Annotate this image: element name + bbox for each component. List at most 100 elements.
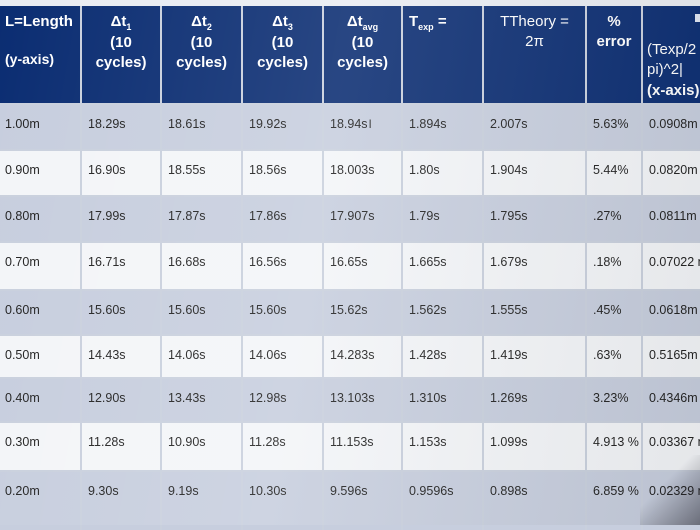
cell-tavg[interactable]: 14.283s (324, 336, 401, 377)
header-length-axis: (y-axis) (5, 51, 55, 68)
cell-ttheory[interactable]: 1.904s (484, 151, 585, 195)
cell-texp[interactable]: 1.894s (403, 105, 482, 149)
cell-length[interactable]: 0.70m (0, 243, 80, 289)
chevron-down-icon[interactable] (695, 14, 700, 22)
cell-texp[interactable]: 1.562s (403, 291, 482, 334)
header-t2[interactable]: Δt2 (10 cycles) (162, 6, 241, 103)
cell-t3[interactable]: 16.56s (243, 243, 322, 289)
cell-xaxis[interactable]: 0.4346m (643, 379, 700, 421)
cell-t2[interactable]: 17.87s (162, 197, 241, 241)
cell-t3[interactable]: 17.86s (243, 197, 322, 241)
cell-t3[interactable]: 12.98s (243, 379, 322, 421)
cell-length[interactable]: 0.20m (0, 472, 80, 530)
cell-t1[interactable]: 17.99s (82, 197, 160, 241)
cell-length[interactable]: 1.00m (0, 105, 80, 149)
data-table: L=Length (y-axis) Δt1 (10 cycles) Δt2 (1… (0, 6, 700, 530)
cell-error[interactable]: .45% (587, 291, 641, 334)
cell-error[interactable]: .18% (587, 243, 641, 289)
cell-texp[interactable]: 0.9596s (403, 472, 482, 530)
cell-t2[interactable]: 16.68s (162, 243, 241, 289)
cell-t1[interactable]: 9.30s (82, 472, 160, 530)
cell-t1[interactable]: 16.71s (82, 243, 160, 289)
header-t3-line3: cycles) (257, 54, 308, 72)
cell-error[interactable]: .27% (587, 197, 641, 241)
header-error-line2: error (596, 33, 632, 51)
cell-t2[interactable]: 9.19s (162, 472, 241, 530)
cell-t3[interactable]: 11.28s (243, 423, 322, 470)
cell-tavg[interactable]: 11.153s (324, 423, 401, 470)
cell-xaxis[interactable]: 0.03367 m (643, 423, 700, 470)
cell-ttheory[interactable]: 1.679s (484, 243, 585, 289)
cell-tavg[interactable]: 16.65s (324, 243, 401, 289)
cell-t3[interactable]: 18.56s (243, 151, 322, 195)
cell-t2[interactable]: 13.43s (162, 379, 241, 421)
header-t2-line3: cycles) (176, 54, 227, 72)
cell-texp[interactable]: 1.153s (403, 423, 482, 470)
cell-ttheory[interactable]: 1.555s (484, 291, 585, 334)
cell-error[interactable]: 4.913 % (587, 423, 641, 470)
cell-error[interactable]: 3.23% (587, 379, 641, 421)
cell-t1[interactable]: 11.28s (82, 423, 160, 470)
cell-t2[interactable]: 10.90s (162, 423, 241, 470)
cell-ttheory[interactable]: 0.898s (484, 472, 585, 530)
header-texp[interactable]: Texp = (403, 6, 482, 103)
cell-t3[interactable]: 10.30s (243, 472, 322, 530)
cell-xaxis[interactable]: 0.0811m (643, 197, 700, 241)
cell-texp[interactable]: 1.665s (403, 243, 482, 289)
cell-tavg[interactable]: 9.596s (324, 472, 401, 530)
cell-tavg[interactable]: 18.003s (324, 151, 401, 195)
cell-t2[interactable]: 15.60s (162, 291, 241, 334)
cell-length[interactable]: 0.60m (0, 291, 80, 334)
cell-length[interactable]: 0.80m (0, 197, 80, 241)
cell-texp[interactable]: 1.79s (403, 197, 482, 241)
header-xaxis-line1: (Texp/2 (647, 41, 697, 58)
cell-length[interactable]: 0.30m (0, 423, 80, 470)
cell-t2[interactable]: 18.61s (162, 105, 241, 149)
cell-t1[interactable]: 18.29s (82, 105, 160, 149)
header-ttheory[interactable]: TTheory = 2π (484, 6, 585, 103)
header-error[interactable]: % error (587, 6, 641, 103)
cell-t2[interactable]: 14.06s (162, 336, 241, 377)
cell-ttheory[interactable]: 1.795s (484, 197, 585, 241)
header-length-label: L=Length (5, 13, 73, 30)
header-tavg[interactable]: Δtavg (10 cycles) (324, 6, 401, 103)
cell-ttheory[interactable]: 1.419s (484, 336, 585, 377)
cell-xaxis[interactable]: 0.0618m (643, 291, 700, 334)
cell-texp[interactable]: 1.310s (403, 379, 482, 421)
header-xaxis[interactable]: (Texp/2 pi)^2| (x-axis) (643, 6, 700, 103)
cell-t3[interactable]: 19.92s (243, 105, 322, 149)
cell-tavg[interactable]: 13.103s (324, 379, 401, 421)
cell-error[interactable]: 5.44% (587, 151, 641, 195)
cell-xaxis[interactable]: 0.0820m (643, 151, 700, 195)
header-length[interactable]: L=Length (y-axis) (0, 6, 80, 103)
cell-length[interactable]: 0.40m (0, 379, 80, 421)
cell-error[interactable]: 5.63% (587, 105, 641, 149)
header-t3[interactable]: Δt3 (10 cycles) (243, 6, 322, 103)
cell-t1[interactable]: 14.43s (82, 336, 160, 377)
cell-tavg[interactable]: 18.94sI (324, 105, 401, 149)
cell-t1[interactable]: 15.60s (82, 291, 160, 334)
cell-texp[interactable]: 1.428s (403, 336, 482, 377)
cell-length[interactable]: 0.50m (0, 336, 80, 377)
header-ttheory-line2: 2π (525, 33, 544, 51)
cell-tavg[interactable]: 15.62s (324, 291, 401, 334)
cell-ttheory[interactable]: 2.007s (484, 105, 585, 149)
cell-error[interactable]: 6.859 % (587, 472, 641, 530)
cell-ttheory[interactable]: 1.269s (484, 379, 585, 421)
cell-ttheory[interactable]: 1.099s (484, 423, 585, 470)
cell-xaxis[interactable]: 0.0908m (643, 105, 700, 149)
cell-t1[interactable]: 16.90s (82, 151, 160, 195)
cell-t1[interactable]: 12.90s (82, 379, 160, 421)
header-tavg-line2: (10 (351, 34, 374, 52)
cell-tavg[interactable]: 17.907s (324, 197, 401, 241)
cell-t3[interactable]: 15.60s (243, 291, 322, 334)
cell-xaxis[interactable]: 0.07022 m (643, 243, 700, 289)
cell-error[interactable]: .63% (587, 336, 641, 377)
cell-length[interactable]: 0.90m (0, 151, 80, 195)
header-t1[interactable]: Δt1 (10 cycles) (82, 6, 160, 103)
cell-xaxis[interactable]: 0.02329 m (643, 472, 700, 530)
cell-t2[interactable]: 18.55s (162, 151, 241, 195)
cell-xaxis[interactable]: 0.5165m (643, 336, 700, 377)
cell-texp[interactable]: 1.80s (403, 151, 482, 195)
cell-t3[interactable]: 14.06s (243, 336, 322, 377)
